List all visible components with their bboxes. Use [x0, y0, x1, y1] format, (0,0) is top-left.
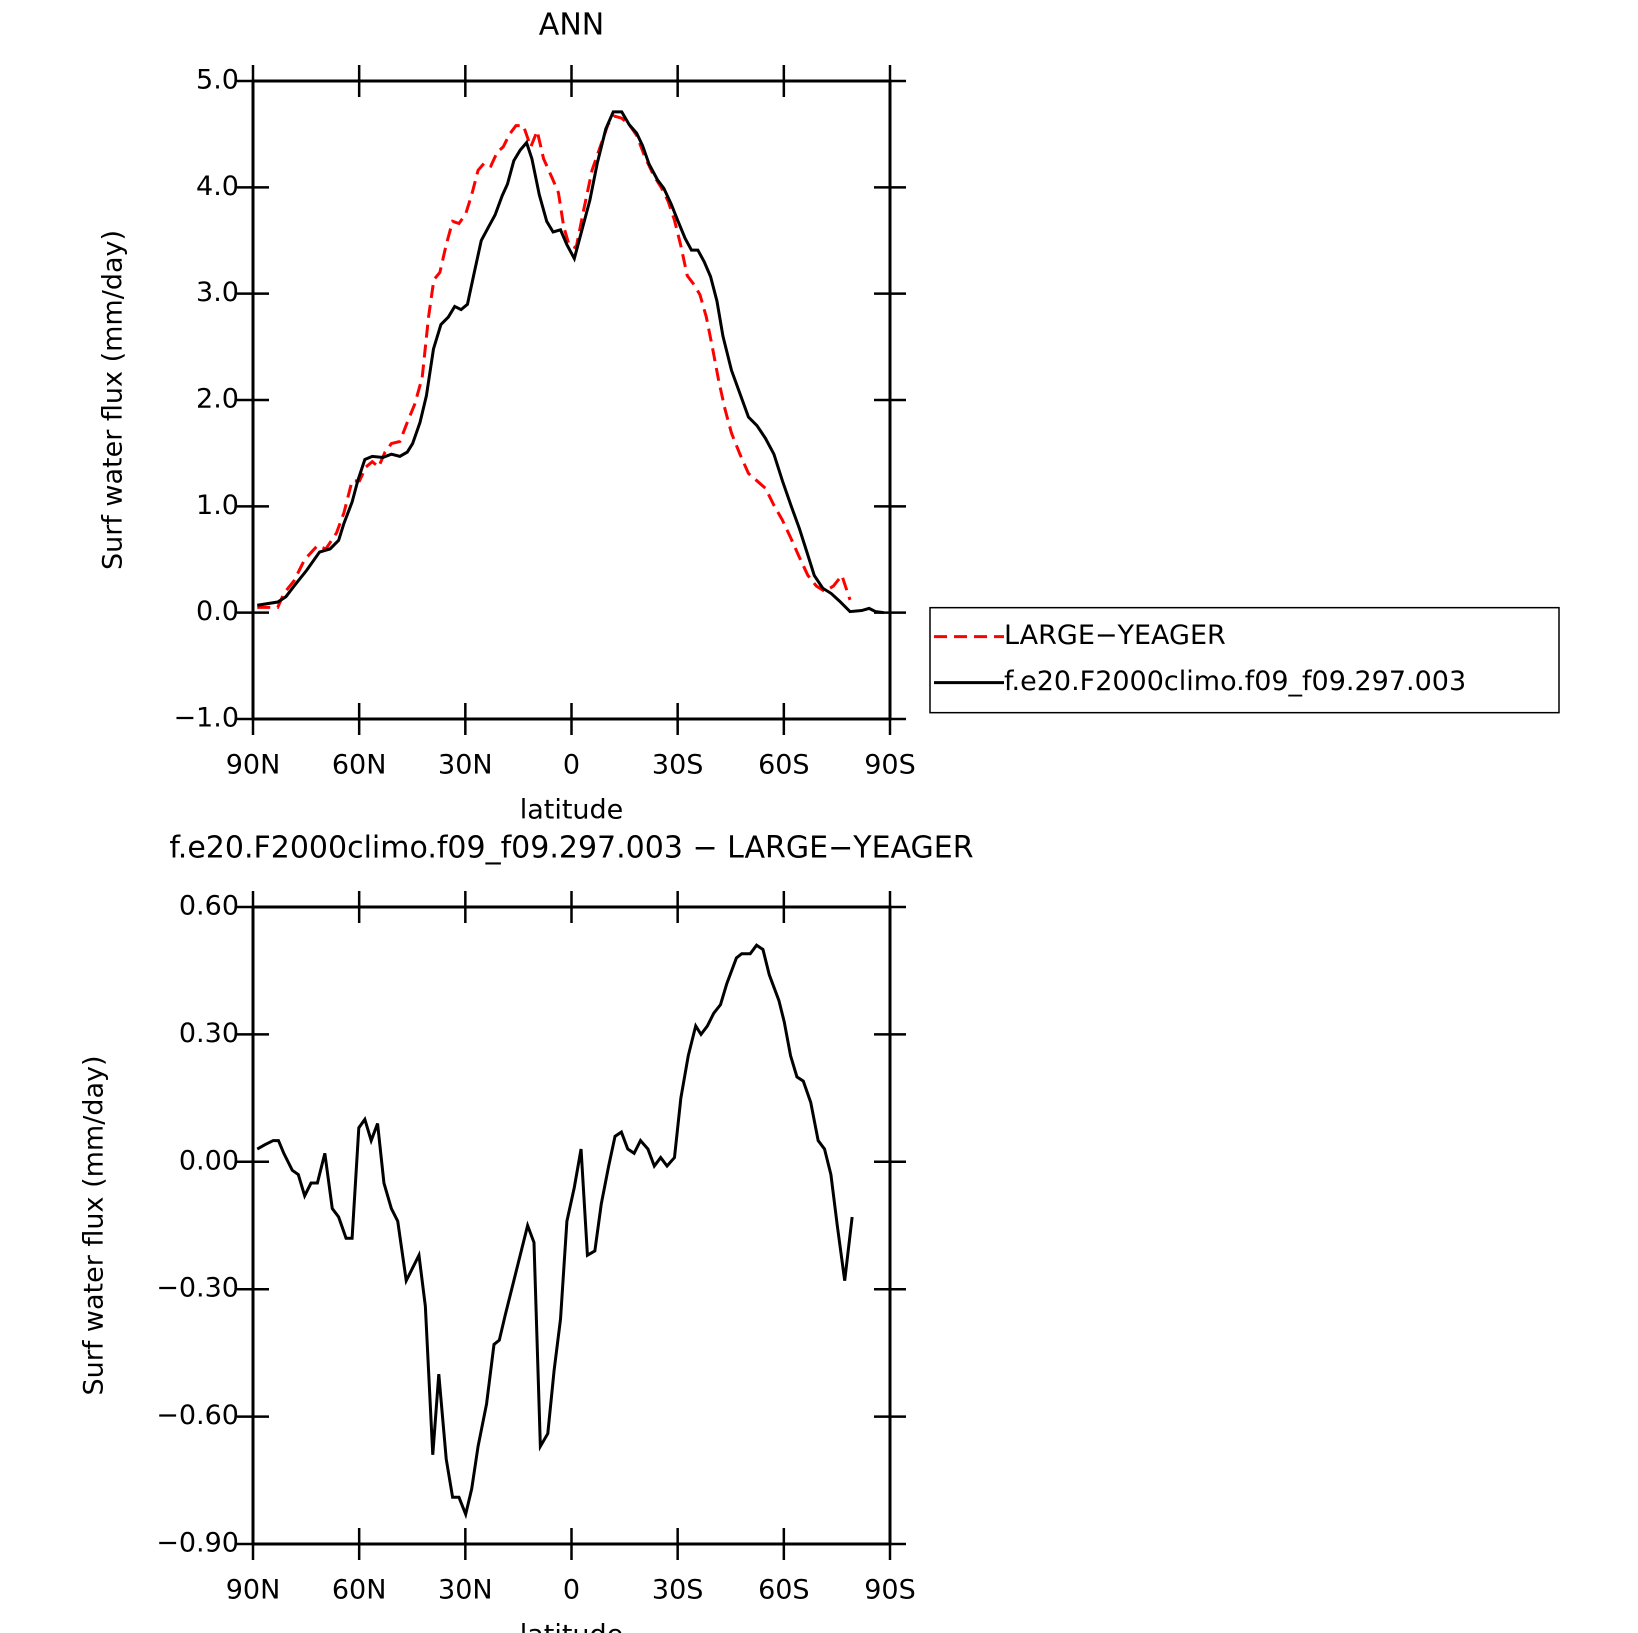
legend-label: f.e20.F2000climo.f09_f09.297.003: [1004, 666, 1466, 697]
x-tick-label: 60S: [758, 1575, 810, 1606]
y-tick-label: 0.0: [196, 596, 239, 627]
legend-box: [929, 606, 1560, 714]
x-tick-label: 0: [563, 1575, 580, 1606]
x-tick-label: 90N: [226, 750, 281, 781]
x-tick-label: 60N: [332, 750, 387, 781]
y-tick-label: −0.60: [156, 1400, 239, 1431]
x-tick-label: 30N: [438, 1575, 493, 1606]
y-tick-label: 4.0: [196, 171, 239, 202]
plot-frame: [251, 79, 892, 721]
y-tick-label: 5.0: [196, 65, 239, 96]
x-axis-label: latitude: [520, 1620, 624, 1633]
x-axis-label: latitude: [520, 795, 624, 826]
chart-title: ANN: [539, 8, 604, 43]
y-axis-label: Surf water flux (mm/day): [98, 230, 129, 570]
x-tick-label: 60N: [332, 1575, 387, 1606]
x-tick-label: 30S: [652, 1575, 704, 1606]
y-tick-label: 0.00: [179, 1145, 239, 1176]
y-tick-label: 2.0: [196, 384, 239, 415]
plot-frame: [251, 905, 892, 1546]
x-tick-label: 90S: [864, 1575, 916, 1606]
y-tick-label: 0.60: [179, 891, 239, 922]
legend-label: LARGE−YEAGER: [1004, 620, 1226, 651]
x-tick-label: 30S: [652, 750, 704, 781]
y-tick-label: −0.90: [156, 1528, 239, 1559]
y-tick-label: 3.0: [196, 277, 239, 308]
y-tick-label: −1.0: [173, 703, 239, 734]
data-line: [257, 114, 852, 609]
y-tick-label: 1.0: [196, 490, 239, 521]
y-tick-label: −0.30: [156, 1273, 239, 1304]
data-line: [256, 943, 854, 1520]
x-tick-label: 90N: [226, 1575, 281, 1606]
data-line: [257, 110, 884, 615]
x-tick-label: 0: [563, 750, 580, 781]
x-tick-label: 30N: [438, 750, 493, 781]
y-tick-label: 0.30: [179, 1018, 239, 1049]
x-tick-label: 60S: [758, 750, 810, 781]
chart-title: f.e20.F2000climo.f09_f09.297.003 − LARGE…: [169, 831, 973, 866]
y-axis-label: Surf water flux (mm/day): [79, 1055, 110, 1395]
x-tick-label: 90S: [864, 750, 916, 781]
